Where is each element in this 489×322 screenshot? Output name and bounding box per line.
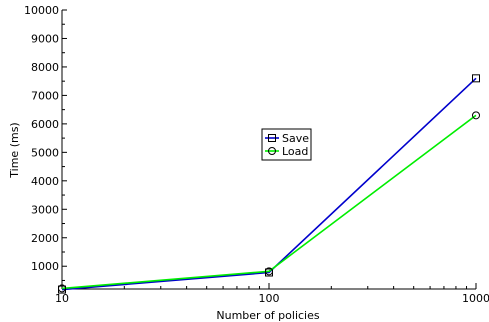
y-tick-label: 7000 xyxy=(31,89,59,102)
data-point-load xyxy=(472,111,480,120)
x-tick-label: 100 xyxy=(259,292,280,305)
series-group xyxy=(58,74,480,294)
legend-marker-save xyxy=(268,134,276,142)
x-tick-label: 1000 xyxy=(462,292,489,305)
x-axis-title: Number of policies xyxy=(216,309,319,322)
ticks: 1000 2000 3000 4000 5000 6000 7000 8000 9000 1000… xyxy=(24,4,489,305)
y-tick-label: 3000 xyxy=(31,203,59,216)
y-axis-title: Time (ms) xyxy=(8,122,21,178)
data-point-save xyxy=(472,74,480,83)
legend-box xyxy=(261,128,312,161)
series-line-load xyxy=(61,114,477,290)
legend-label-save: Save xyxy=(282,132,309,145)
y-tick-label: 2000 xyxy=(31,232,59,245)
y-tick-label: 10000 xyxy=(24,4,59,17)
data-point-load xyxy=(58,284,66,293)
y-tick-label: 1000 xyxy=(31,260,59,273)
y-tick-label: 8000 xyxy=(31,61,59,74)
data-point-load xyxy=(265,267,273,276)
x-tick-label: 10 xyxy=(55,292,69,305)
legend-label-load: Load xyxy=(282,145,308,158)
y-tick-label: 6000 xyxy=(31,118,59,131)
legend-marker-load xyxy=(268,147,276,155)
y-tick-label: 5000 xyxy=(31,146,59,159)
y-tick-label: 4000 xyxy=(31,175,59,188)
y-tick-label: 9000 xyxy=(31,32,59,45)
series-line-save xyxy=(61,77,477,291)
